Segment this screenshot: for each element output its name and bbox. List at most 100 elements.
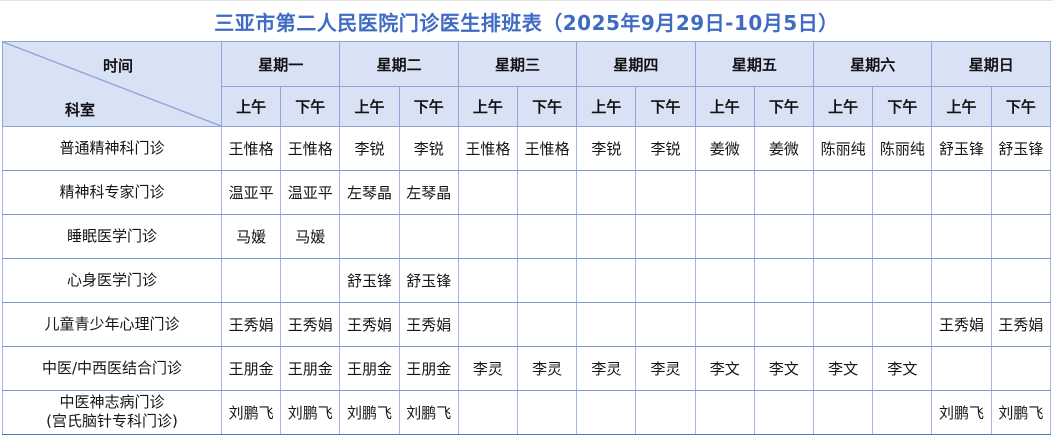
schedule-cell: 刘鹏飞 (339, 390, 400, 435)
schedule-cell (517, 214, 578, 259)
department-name: 中医/中西医结合门诊 (41, 358, 183, 377)
schedule-cell (694, 214, 755, 259)
schedule-cell (517, 302, 578, 347)
schedule-cell (457, 258, 519, 303)
schedule-cell: 李灵 (457, 346, 519, 391)
schedule-cell (457, 390, 519, 435)
schedule-cell: 李灵 (517, 346, 578, 391)
department-name: 中医神志病门诊 (59, 392, 165, 411)
schedule-cell: 李锐 (339, 126, 400, 171)
ampm-header: 上午 (457, 86, 519, 127)
schedule-cell (813, 302, 874, 347)
department-label: 儿童青少年心理门诊 (2, 302, 222, 347)
schedule-cell (813, 258, 874, 303)
schedule-cell: 刘鹏飞 (398, 390, 459, 435)
schedule-cell (872, 214, 933, 259)
schedule-cell: 舒玉锋 (339, 258, 400, 303)
department-name: 睡眠医学门诊 (66, 226, 157, 245)
schedule-cell: 李锐 (635, 126, 696, 171)
schedule-cell: 刘鹏飞 (931, 390, 992, 435)
schedule-cell (398, 214, 459, 259)
ampm-header: 下午 (517, 86, 578, 127)
schedule-cell (457, 170, 519, 215)
ampm-header: 上午 (220, 86, 282, 127)
schedule-cell: 舒玉锋 (398, 258, 459, 303)
schedule-cell: 王朋金 (280, 346, 341, 391)
ampm-header: 上午 (931, 86, 992, 127)
schedule-cell (931, 170, 992, 215)
schedule-cell: 姜微 (694, 126, 755, 171)
department-name: 普通精神科门诊 (59, 138, 165, 157)
schedule-cell (813, 170, 874, 215)
schedule-cell: 李文 (872, 346, 933, 391)
corner-cell: 时间 科室 (2, 41, 222, 127)
schedule-cell (872, 302, 933, 347)
day-header-thursday: 星期四 (576, 41, 696, 87)
schedule-cell: 王惟格 (457, 126, 519, 171)
schedule-cell (694, 390, 755, 435)
schedule-cell (517, 258, 578, 303)
schedule-cell: 李文 (753, 346, 815, 391)
schedule-cell (339, 214, 400, 259)
department-label: 中医/中西医结合门诊 (2, 346, 222, 391)
schedule-cell: 李锐 (398, 126, 459, 171)
schedule-cell: 刘鹏飞 (220, 390, 282, 435)
department-label: 普通精神科门诊 (2, 126, 222, 171)
schedule-cell (990, 214, 1052, 259)
schedule-cell (694, 258, 755, 303)
schedule-cell (635, 214, 696, 259)
schedule-cell (694, 302, 755, 347)
schedule-cell: 李文 (694, 346, 755, 391)
ampm-header: 下午 (872, 86, 933, 127)
schedule-body: 普通精神科门诊 王惟格 王惟格 李锐 李锐 王惟格 王惟格 李锐 李锐 姜微 姜微 陈丽纯 陈丽纯 舒玉锋… (2, 126, 1052, 435)
ampm-header: 下午 (635, 86, 696, 127)
schedule-cell: 王惟格 (517, 126, 578, 171)
table-row: 心身医学门诊 舒玉锋 舒玉锋 (2, 258, 1052, 303)
schedule-cell: 李灵 (635, 346, 696, 391)
schedule-cell (517, 390, 578, 435)
table-row: 睡眠医学门诊 马媛 马媛 (2, 214, 1052, 259)
ampm-header: 下午 (753, 86, 815, 127)
schedule-cell: 左琴晶 (398, 170, 459, 215)
schedule-cell (990, 346, 1052, 391)
schedule-cell: 温亚平 (280, 170, 341, 215)
day-header-monday: 星期一 (220, 41, 341, 87)
schedule-cell (220, 258, 282, 303)
schedule-cell: 王朋金 (398, 346, 459, 391)
schedule-cell (280, 258, 341, 303)
schedule-cell (635, 258, 696, 303)
schedule-cell (753, 258, 815, 303)
schedule-cell: 左琴晶 (339, 170, 400, 215)
diagonal-divider-line (3, 42, 221, 126)
schedule-cell: 王朋金 (220, 346, 282, 391)
schedule-cell (753, 214, 815, 259)
schedule-cell (753, 390, 815, 435)
schedule-cell: 王惟格 (280, 126, 341, 171)
department-name: 精神科专家门诊 (59, 182, 165, 201)
schedule-cell: 王秀娟 (931, 302, 992, 347)
ampm-header: 下午 (280, 86, 341, 127)
department-subname: (宫氏脑针专科门诊) (46, 412, 178, 431)
ampm-header: 上午 (694, 86, 755, 127)
schedule-cell (576, 390, 637, 435)
schedule-cell (813, 214, 874, 259)
day-header-tuesday: 星期二 (339, 41, 459, 87)
department-label: 心身医学门诊 (2, 258, 222, 303)
schedule-cell (694, 170, 755, 215)
schedule-cell (635, 302, 696, 347)
table-row: 普通精神科门诊 王惟格 王惟格 李锐 李锐 王惟格 王惟格 李锐 李锐 姜微 姜微 陈丽纯 陈丽纯 舒玉锋… (2, 126, 1052, 171)
schedule-cell (457, 302, 519, 347)
schedule-cell: 王秀娟 (990, 302, 1052, 347)
schedule-cell (872, 390, 933, 435)
schedule-cell (753, 170, 815, 215)
schedule-cell (872, 258, 933, 303)
schedule-cell (635, 390, 696, 435)
department-label: 精神科专家门诊 (2, 170, 222, 215)
schedule-cell: 王秀娟 (220, 302, 282, 347)
schedule-cell: 王惟格 (220, 126, 282, 171)
schedule-cell (813, 390, 874, 435)
department-label: 睡眠医学门诊 (2, 214, 222, 259)
day-header-wednesday: 星期三 (457, 41, 578, 87)
schedule-cell: 刘鹏飞 (990, 390, 1052, 435)
table-row: 中医神志病门诊 (宫氏脑针专科门诊) 刘鹏飞 刘鹏飞 刘鹏飞 刘鹏飞 刘鹏飞 刘鹏飞 (2, 390, 1052, 435)
